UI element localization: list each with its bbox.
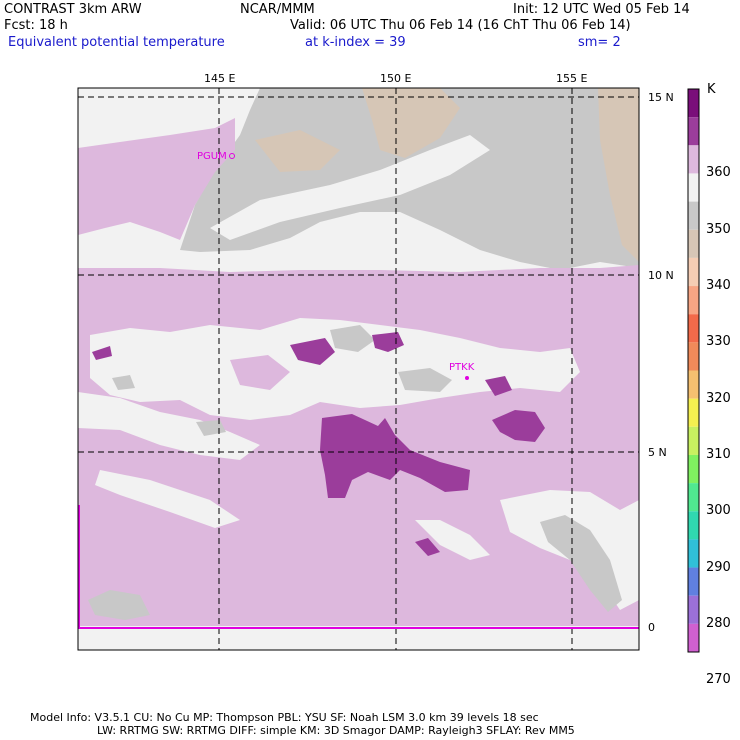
smoothing-info: sm= 2 [578,35,621,50]
colorbar-swatch [688,511,699,540]
white-cluster-west [78,392,260,460]
colorbar-swatch [688,483,699,512]
gray-blob-south [88,590,150,620]
model-info-line1: Model Info: V3.5.1 CU: No Cu MP: Thompso… [30,711,539,724]
station-ptkk-marker [465,376,469,380]
colorbar-label: 300 [706,503,731,519]
level-info: at k-index = 39 [305,35,406,50]
tan-patch-3 [255,130,340,172]
colorbar-swatch [688,173,699,202]
lon-label-155: 155 E [556,72,588,85]
init-time: Init: 12 UTC Wed 05 Feb 14 [513,2,690,17]
white-cluster-central [90,318,580,420]
grid-lines [78,88,639,650]
colorbar-swatch [688,454,699,484]
white-streak-1 [95,470,240,528]
white-streak-2 [415,520,490,560]
gray-region-southeast [540,515,622,612]
colorbar-swatch [688,89,699,118]
tan-patch-2 [598,88,639,262]
colorbar-swatch [688,257,699,287]
colorbar-label: 270 [706,672,731,688]
colorbar-swatch [688,286,699,315]
purple-band-northwest [78,118,235,240]
gray-blob-3 [112,375,135,390]
colorbar-swatch [688,342,699,371]
colorbar-label: 360 [706,165,731,181]
station-ptkk-label: PTKK [449,362,475,373]
station-pgum-label: PGUM [197,151,227,162]
center-name: NCAR/MMM [240,2,315,17]
model-title: CONTRAST 3km ARW [4,2,142,17]
colorbar-label: 350 [706,221,731,237]
colorbar-label: 310 [706,446,731,462]
dark-purple-north-2 [372,332,404,352]
colorbar-swatch [688,145,699,174]
colorbar-swatch [688,426,699,455]
forecast-hour: Fcst: 18 h [4,18,68,33]
dark-purple-south [415,538,440,556]
colorbar-swatch [688,201,699,230]
tan-patch-1 [362,88,460,158]
white-channel [210,135,490,240]
lat-label-0: 0 [648,621,655,634]
lon-label-145: 145 E [204,72,236,85]
field-name: Equivalent potential temperature [8,35,225,50]
colorbar-label: 320 [706,390,731,406]
colorbar-unit: K [707,82,716,97]
dark-purple-central [320,414,470,498]
dark-purple-east-1 [485,376,512,396]
colorbar-label: 290 [706,559,731,575]
colorbar-label: 280 [706,615,731,631]
gray-blob-1 [330,325,375,352]
colorbar-swatch [688,595,699,624]
lon-label-150: 150 E [380,72,412,85]
dark-purple-north-1 [290,338,335,365]
model-info-line2: LW: RRTMG SW: RRTMG DIFF: simple KM: 3D … [97,724,575,737]
equator-line [78,505,639,629]
colorbar-label: 330 [706,334,731,350]
gray-blob-2 [398,368,452,392]
dark-purple-east-2 [492,410,545,442]
lat-label-10: 10 N [648,269,674,282]
white-band-bottom [78,626,639,650]
station-pgum-marker [229,153,235,159]
colorbar-frame [687,88,700,653]
lat-label-15: 15 N [648,91,674,104]
map-field [78,88,639,650]
colorbar-swatch [688,229,699,258]
plot-frame [77,87,640,651]
colorbar-swatch [688,398,699,427]
colorbar-label: 340 [706,278,731,294]
colorbar-swatch [688,370,699,399]
lat-label-5: 5 N [648,446,667,459]
colorbar-swatch [688,539,699,568]
colorbar-swatch [688,567,699,596]
dark-purple-west [92,346,112,360]
colorbar [687,88,700,653]
colorbar-swatch [688,314,699,343]
valid-time: Valid: 06 UTC Thu 06 Feb 14 (16 ChT Thu … [290,18,631,33]
colorbar-swatch [688,117,699,146]
purple-inset-1 [230,355,290,390]
colorbar-swatch [688,623,699,652]
